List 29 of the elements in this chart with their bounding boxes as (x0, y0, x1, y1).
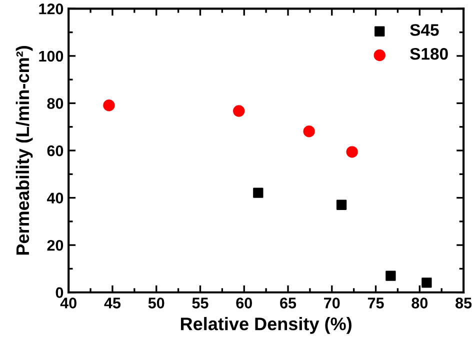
point (346, 146, 358, 158)
y-tick-label: 20 (47, 240, 64, 251)
y-tick-label: 0 (56, 287, 64, 298)
point (103, 100, 115, 112)
legend-label: S45 (410, 24, 439, 36)
point (336, 200, 347, 210)
x-tick-label: 50 (148, 298, 164, 308)
y-tick-label: 60 (47, 145, 64, 156)
x-tick-label: 75 (368, 298, 384, 308)
y-tick-label: 120 (39, 4, 64, 14)
point (253, 188, 264, 198)
x-axis-title: Relative Density (%) (180, 317, 352, 334)
point (303, 126, 315, 138)
y-axis-title: Permeability (L/min-cm²) (16, 46, 33, 255)
y-tick-label: 80 (47, 98, 64, 109)
point (422, 278, 432, 288)
y-tick-label: 40 (46, 192, 64, 204)
point (386, 270, 396, 281)
point (233, 105, 245, 117)
x-tick-label: 70 (324, 298, 340, 308)
x-tick-label: 80 (412, 298, 428, 308)
x-tick-label: 60 (236, 298, 252, 308)
y-tick-label: 100 (39, 50, 64, 62)
x-tick-label: 55 (192, 298, 208, 308)
x-tick-label: 45 (104, 298, 121, 308)
x-tick-label: 65 (280, 298, 296, 308)
x-tick-label: 40 (60, 298, 76, 308)
x-tick-label: 85 (456, 298, 472, 308)
legend-label: S180 (410, 48, 448, 60)
